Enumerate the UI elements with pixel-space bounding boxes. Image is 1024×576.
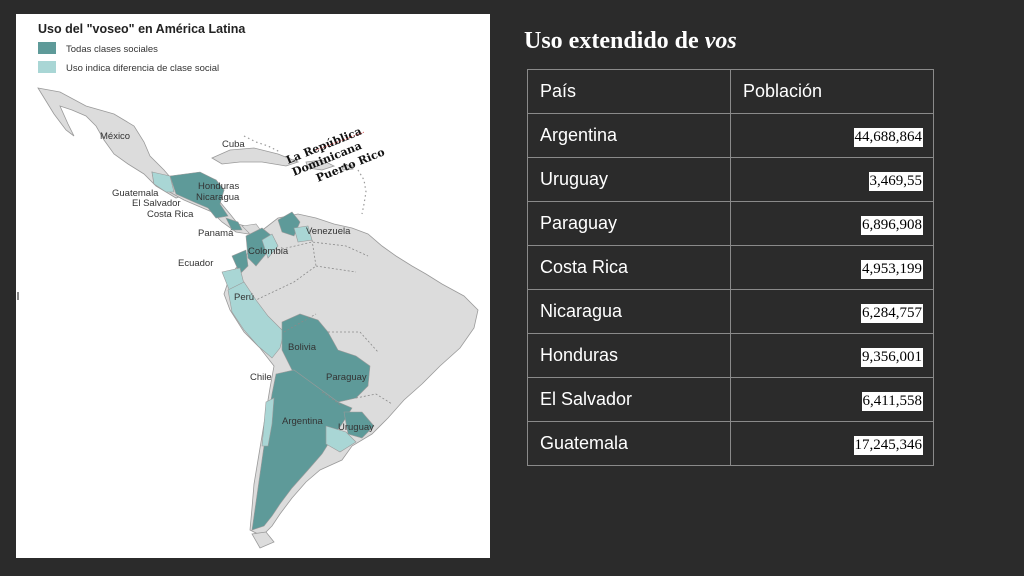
argentina-light-shape — [325, 425, 357, 453]
population-value: 6,411,558 — [861, 391, 923, 411]
label-venezuela: Venezuela — [306, 226, 351, 237]
label-el-salvador: El Salvador — [132, 198, 181, 209]
label-costa-rica: Costa Rica — [147, 209, 194, 220]
cell-country: El Salvador — [527, 377, 731, 422]
chile-north-shape — [261, 397, 275, 447]
cell-population: 6,411,558 — [730, 377, 934, 422]
label-honduras: Honduras — [198, 181, 239, 192]
header-country: País — [527, 69, 731, 114]
edge-marker — [17, 292, 19, 300]
legend-swatch-class-difference — [38, 61, 56, 73]
colombia-west-shape — [261, 233, 279, 259]
lesser-antilles-shape — [357, 169, 367, 215]
label-paraguay: Paraguay — [326, 372, 367, 383]
table-row: Guatemala 17,245,346 — [527, 421, 934, 466]
cell-population: 4,953,199 — [730, 245, 934, 290]
table-row: Argentina 44,688,864 — [527, 113, 934, 158]
label-panama: Panamá — [198, 228, 234, 239]
population-value: 44,688,864 — [853, 127, 923, 147]
legend-label-class-difference: Uso indica diferencia de clase social — [66, 63, 219, 74]
legend-label-all-classes: Todas clases sociales — [66, 44, 158, 55]
label-peru: Perú — [234, 292, 254, 303]
tierra-del-fuego-shape — [251, 531, 275, 549]
voseo-map: Uso del "voseo" en América Latina Todas … — [37, 22, 479, 549]
population-value: 6,896,908 — [861, 215, 923, 235]
cell-country: Paraguay — [527, 201, 731, 246]
label-nicaragua: Nicaragua — [196, 192, 240, 203]
cell-country: Honduras — [527, 333, 731, 378]
label-mexico: México — [100, 131, 130, 142]
table-row: Paraguay 6,896,908 — [527, 201, 934, 246]
table-row: Nicaragua 6,284,757 — [527, 289, 934, 334]
puerto-rico-shape — [341, 164, 354, 171]
colombia-pacific-shape — [245, 227, 273, 267]
table-row: Costa Rica 4,953,199 — [527, 245, 934, 290]
cell-country: Uruguay — [527, 157, 731, 202]
peru-shape — [227, 281, 285, 359]
label-guatemala: Guatemala — [112, 188, 159, 199]
label-colombia: Colombia — [248, 246, 289, 257]
cell-country: Argentina — [527, 113, 731, 158]
hispaniola-shape — [305, 159, 336, 171]
cell-country: Costa Rica — [527, 245, 731, 290]
header-population: Población — [730, 69, 934, 114]
ecuador-dark-shape — [231, 249, 249, 275]
bahamas-shape — [243, 135, 281, 153]
costa-rica-shape — [225, 217, 243, 231]
population-table: País Población Argentina 44,688,864 Urug… — [527, 69, 934, 466]
table-row: Honduras 9,356,001 — [527, 333, 934, 378]
table-row: El Salvador 6,411,558 — [527, 377, 934, 422]
annotation-underline — [315, 131, 365, 151]
interior-borders — [255, 239, 393, 407]
label-cuba: Cuba — [222, 139, 245, 150]
cell-population: 3,469,55 — [730, 157, 934, 202]
population-value: 9,356,001 — [861, 347, 923, 367]
population-value: 3,469,55 — [868, 171, 923, 191]
guatemala-shape — [151, 171, 175, 193]
label-chile: Chile — [250, 372, 272, 383]
cell-population: 6,896,908 — [730, 201, 934, 246]
cell-population: 17,245,346 — [730, 421, 934, 466]
mexico-shape — [37, 87, 189, 199]
cell-population: 44,688,864 — [730, 113, 934, 158]
population-value: 6,284,757 — [861, 303, 923, 323]
population-value: 17,245,346 — [853, 435, 923, 455]
label-bolivia: Bolivia — [288, 342, 317, 353]
label-argentina: Argentina — [282, 416, 323, 427]
cell-population: 6,284,757 — [730, 289, 934, 334]
cell-population: 9,356,001 — [730, 333, 934, 378]
cuba-shape — [211, 147, 300, 167]
population-value: 4,953,199 — [861, 259, 923, 279]
slide-title: Uso extendido de vos — [524, 28, 737, 55]
cell-country: Nicaragua — [527, 289, 731, 334]
argentina-shape — [251, 369, 353, 531]
honduras-nicaragua-shape — [169, 171, 229, 219]
slide-title-text: Uso extendido de — [524, 28, 705, 54]
map-title: Uso del "voseo" en América Latina — [38, 22, 246, 36]
voseo-map-panel: Uso del "voseo" en América Latina Todas … — [16, 14, 490, 558]
table-row: Uruguay 3,469,55 — [527, 157, 934, 202]
legend-swatch-all-classes — [38, 42, 56, 54]
table-header-row: País Población — [527, 69, 934, 114]
slide-title-italic-text: vos — [704, 28, 737, 54]
cell-country: Guatemala — [527, 421, 731, 466]
label-uruguay: Uruguay — [338, 422, 374, 433]
uruguay-shape — [343, 411, 375, 439]
label-ecuador: Ecuador — [178, 258, 213, 269]
